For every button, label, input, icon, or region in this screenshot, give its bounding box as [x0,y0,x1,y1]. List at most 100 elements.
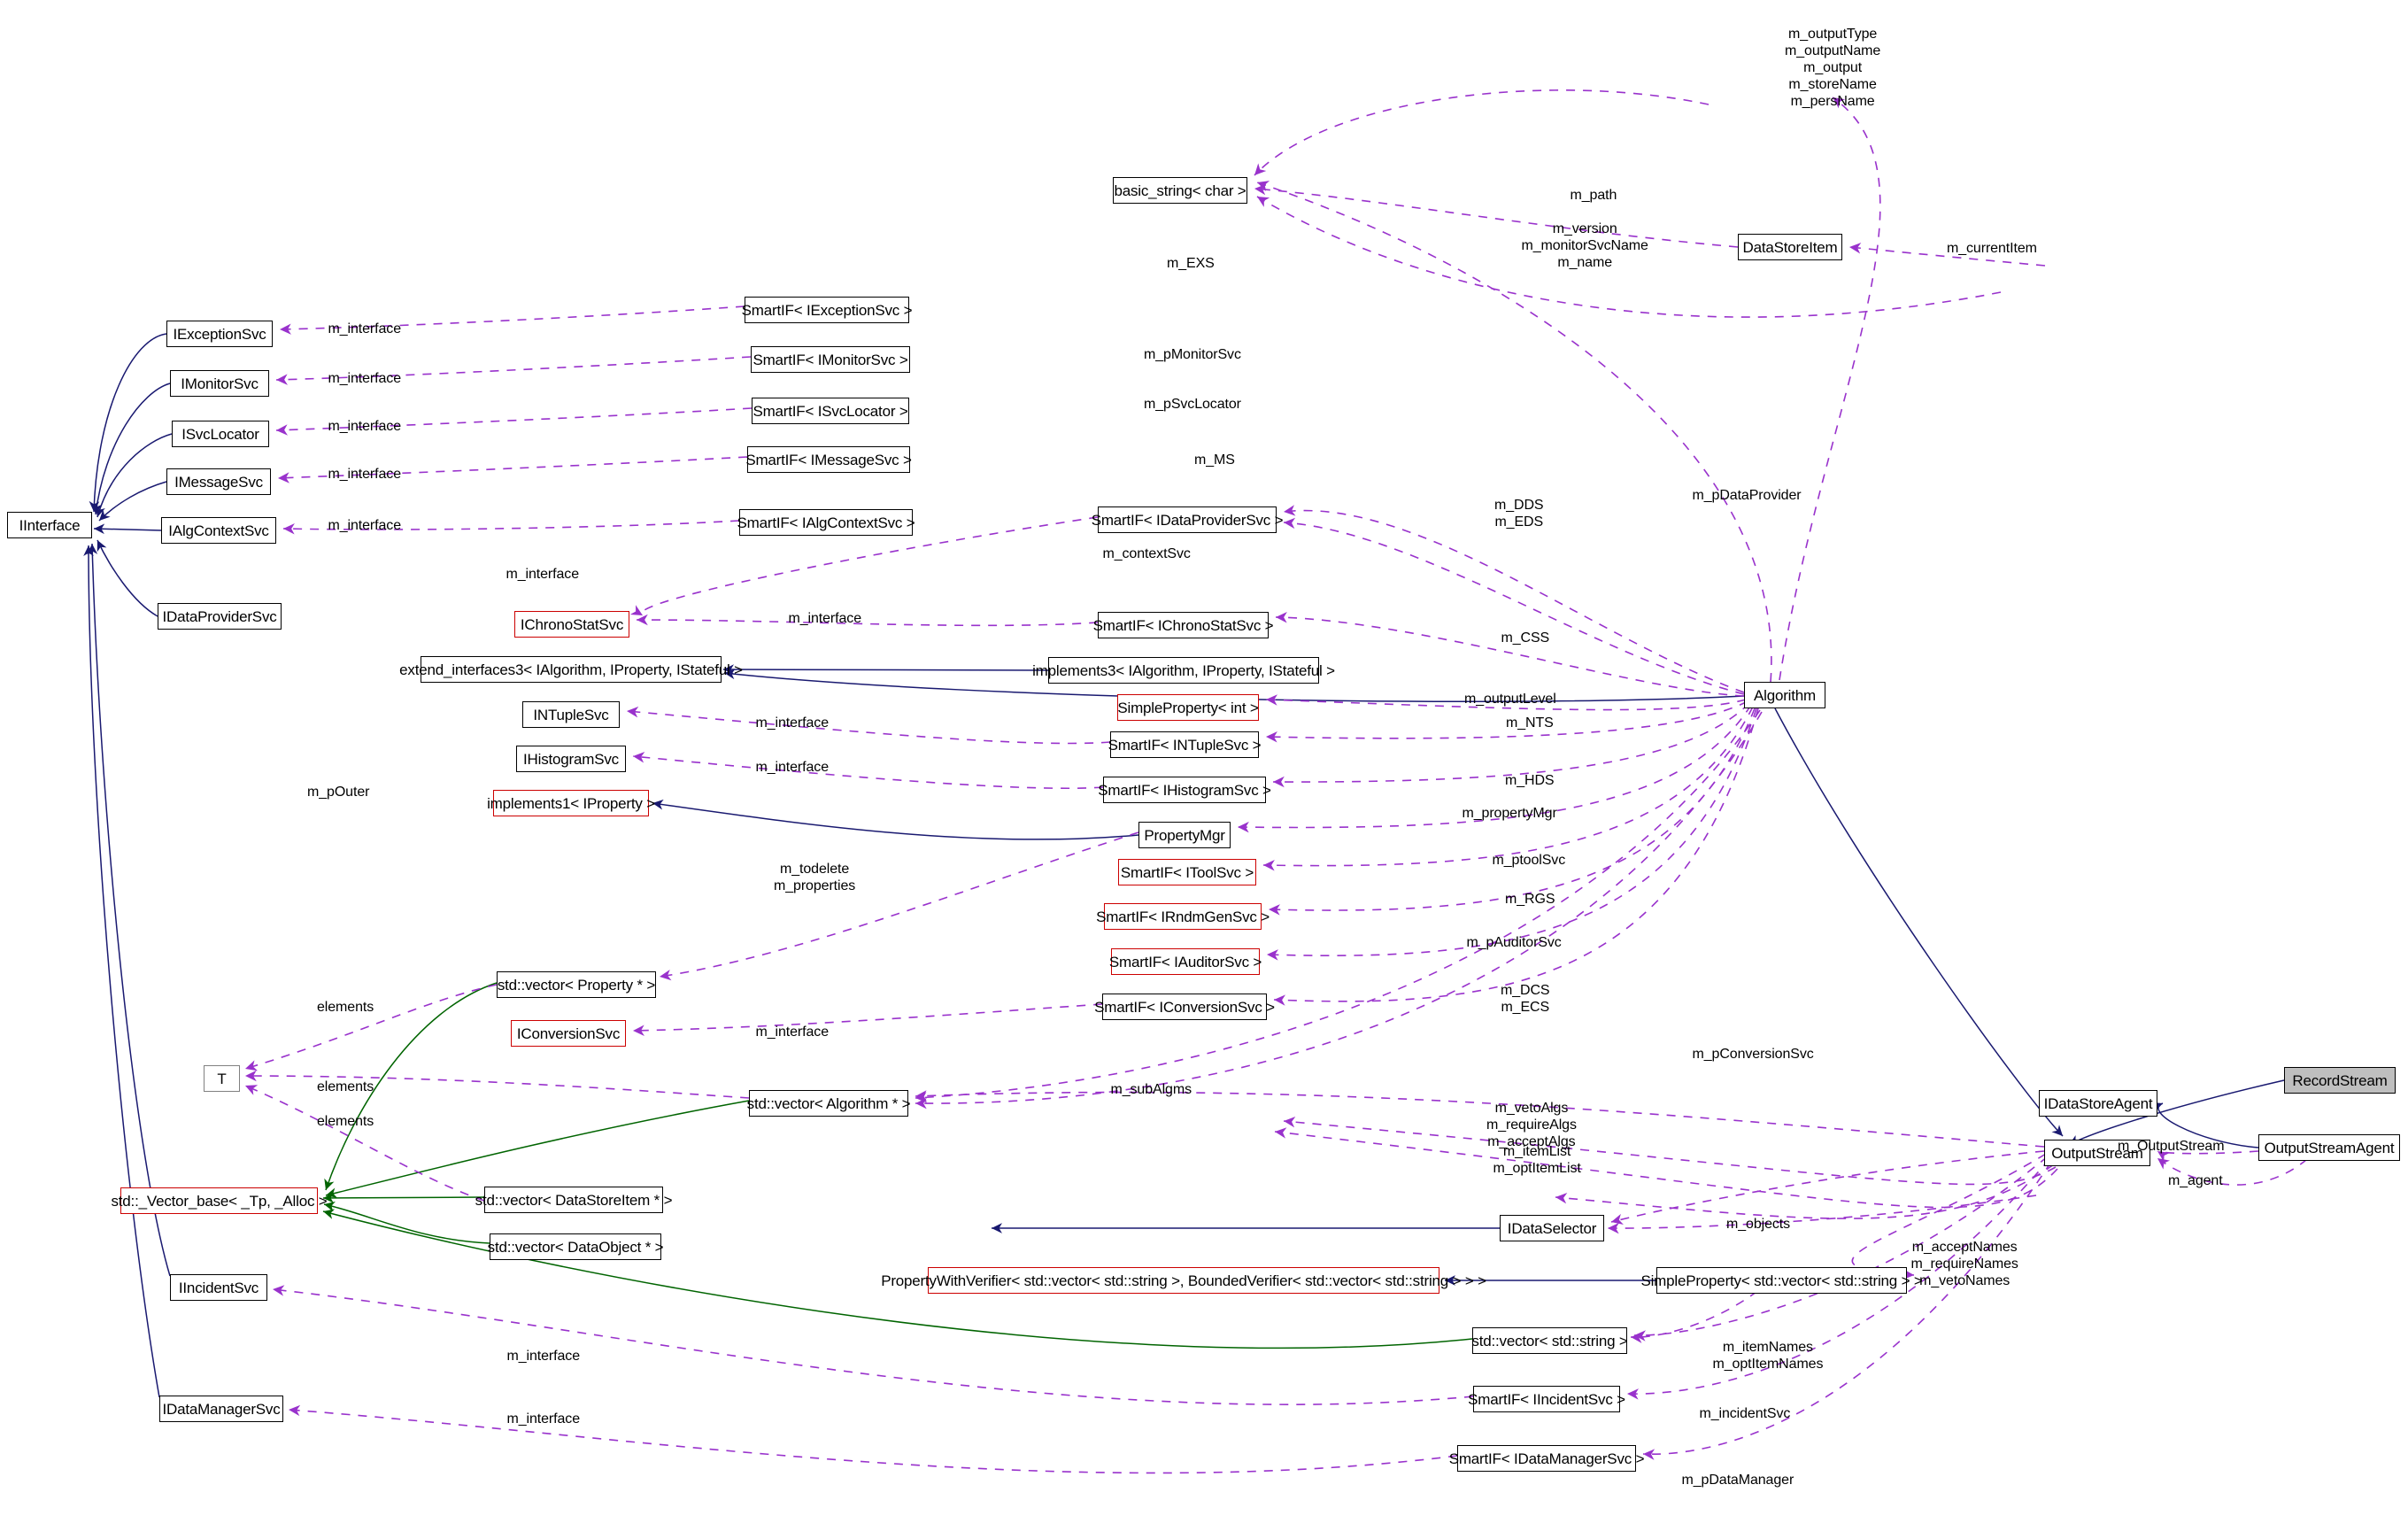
class-node-smartif_message[interactable]: SmartIF< IMessageSvc > [745,446,912,473]
class-node-implements1[interactable]: implements1< IProperty > [487,790,655,816]
edge-label-l-rgs: m_RGS [1505,892,1555,907]
class-node-smartif_monitor[interactable]: SmartIF< IMonitorSvc > [751,346,910,373]
class-node-recordstream[interactable]: RecordStream [2284,1067,2396,1094]
class-node-vector_property[interactable]: std::vector< Property * > [497,971,656,998]
class-node-isvclocator[interactable]: ISvcLocator [172,421,269,447]
edge-label-l-pconversionsvc: m_pConversionSvc [1692,1047,1814,1062]
class-node-smartif_auditor[interactable]: SmartIF< IAuditorSvc > [1109,948,1262,975]
edge-label-l-pmonitorsvc: m_pMonitorSvc [1144,347,1241,362]
edge-label-l-outputlevel: m_outputLevel [1464,692,1556,707]
class-node-intuplesvc[interactable]: INTupleSvc [522,701,620,728]
edge-label-l-interface-2: m_interface [328,371,402,386]
edge-label-l-elements-3: elements [317,1114,374,1129]
edge-label-l-versiongroup: m_version m_monitorSvcName m_name [1521,221,1648,270]
edge-label-l-vetoalgs: m_vetoAlgs m_requireAlgs m_acceptAlgs [1486,1101,1577,1149]
edge-label-l-css: m_CSS [1501,630,1550,646]
edge-label-l-objects: m_objects [1726,1217,1791,1232]
class-node-iconversionsvc[interactable]: IConversionSvc [511,1020,626,1047]
edge-label-l-dds-eds: m_DDS m_EDS [1494,498,1544,530]
class-node-smartif_dataprov[interactable]: SmartIF< IDataProviderSvc > [1092,506,1284,533]
edge-label-l-outputstream: m_OutputStream [2118,1139,2225,1154]
edge-label-l-psvclocator: m_pSvcLocator [1144,397,1241,412]
class-node-algorithm[interactable]: Algorithm [1744,682,1825,708]
class-node-smartif_svcloc[interactable]: SmartIF< ISvcLocator > [752,398,909,424]
class-node-vector_dataobject[interactable]: std::vector< DataObject * > [488,1233,664,1260]
edge-label-l-interface-12: m_interface [506,1411,581,1427]
edge-label-l-interface-4: m_interface [328,467,402,482]
class-node-ichronostatsvc[interactable]: IChronoStatSvc [514,611,629,638]
class-node-vector_algorithm[interactable]: std::vector< Algorithm * > [747,1090,911,1117]
edge-label-l-pouter: m_pOuter [307,785,370,800]
edge-label-l-exs: m_EXS [1167,256,1215,271]
edge-label-l-path: m_path [1570,188,1617,203]
edge-label-l-acceptnames: m_acceptNames m_requireNames m_vetoNames [1910,1240,2018,1288]
class-node-idatastoreagent[interactable]: IDataStoreAgent [2039,1090,2157,1117]
edge-label-l-elements-1: elements [317,1000,374,1015]
edge-label-l-propertymgr: m_propertyMgr [1462,806,1557,821]
class-node-imonitorsvc[interactable]: IMonitorSvc [170,370,269,397]
edge-label-l-interface-11: m_interface [506,1349,581,1364]
class-node-datastoreitem[interactable]: DataStoreItem [1738,234,1842,260]
edge-label-l-outputgroup: m_outputType m_outputName m_output m_storeN… [1785,27,1881,109]
edge-label-l-interface-3: m_interface [328,419,402,434]
edge-label-l-incidentsvc: m_incidentSvc [1699,1406,1791,1421]
class-node-ihistogramsvc[interactable]: IHistogramSvc [516,746,626,772]
class-node-smartif_exception[interactable]: SmartIF< IExceptionSvc > [742,297,913,323]
edge-label-l-agent: m_agent [2168,1173,2223,1188]
edge-label-l-nts: m_NTS [1506,715,1554,731]
class-node-idataprovidersvc[interactable]: IDataProviderSvc [158,603,282,630]
edge-label-l-itemlist: m_itemList m_optItemList [1493,1144,1581,1176]
edge-label-l-dcs-ecs: m_DCS m_ECS [1501,983,1550,1015]
class-node-implements3[interactable]: implements3< IAlgorithm, IProperty, ISta… [1032,657,1335,684]
class-node-outputstreamagent[interactable]: OutputStreamAgent [2258,1134,2400,1161]
class-node-vector_string[interactable]: std::vector< std::string > [1471,1327,1628,1354]
edge-label-l-ms: m_MS [1194,452,1235,468]
class-node-simpleproperty_int[interactable]: SimpleProperty< int > [1117,694,1259,721]
class-node-basic_string[interactable]: basic_string< char > [1113,177,1247,204]
class-node-idataselector[interactable]: IDataSelector [1500,1215,1604,1241]
class-node-smartif_rndm[interactable]: SmartIF< IRndmGenSvc > [1096,903,1270,930]
class-node-extendinterfaces3[interactable]: extend_interfaces3< IAlgorithm, IPropert… [399,656,743,683]
class-node-iinterface[interactable]: IInterface [7,512,92,538]
edge-label-l-subalgms: m_subAlgms [1110,1082,1192,1097]
edge-label-l-elements-2: elements [317,1079,374,1094]
class-node-smartif_conv[interactable]: SmartIF< IConversionSvc > [1094,994,1275,1020]
class-node-ialgcontextsvc[interactable]: IAlgContextSvc [161,517,276,544]
edge-label-l-interface-1: m_interface [328,321,402,336]
class-node-iincidentsvc[interactable]: IIncidentSvc [170,1274,267,1301]
edge-label-l-interface-9: m_interface [755,760,830,775]
class-node-smartif_ntuple[interactable]: SmartIF< INTupleSvc > [1108,731,1262,758]
class-node-propertymgr[interactable]: PropertyMgr [1138,822,1231,848]
edge-label-l-interface-7: m_interface [788,611,862,626]
class-node-outputstream[interactable]: OutputStream [2044,1140,2150,1166]
edge-label-l-interface-10: m_interface [755,1025,830,1040]
class-node-tparam[interactable]: T [204,1065,240,1092]
edge-label-l-interface-8: m_interface [755,715,830,731]
edge-label-l-itemnames: m_itemNames m_optItemNames [1712,1340,1824,1372]
edge-label-l-currentitem: m_currentItem [1947,241,2037,256]
class-node-smartif_chrono[interactable]: SmartIF< IChronoStatSvc > [1093,612,1274,638]
class-node-iexceptionsvc[interactable]: IExceptionSvc [166,321,273,347]
edge-label-l-interface-5: m_interface [328,518,402,533]
edge-label-l-pdatamanager: m_pDataManager [1681,1473,1794,1488]
edge-label-l-interface-6: m_interface [506,567,580,582]
class-node-smartif_tool[interactable]: SmartIF< IToolSvc > [1118,859,1256,885]
class-node-smartif_datamgr[interactable]: SmartIF< IDataManagerSvc > [1449,1445,1645,1472]
class-node-smartif_algctx[interactable]: SmartIF< IAlgContextSvc > [737,509,915,536]
edge-label-l-contextsvc: m_contextSvc [1102,546,1191,561]
class-node-vector_base[interactable]: std::_Vector_base< _Tp, _Alloc > [111,1187,328,1214]
edge-label-l-pauditorsvc: m_pAuditorSvc [1466,935,1562,950]
class-node-vector_datastore[interactable]: std::vector< DataStoreItem * > [475,1187,673,1213]
class-node-smartif_histo[interactable]: SmartIF< IHistogramSvc > [1098,777,1271,803]
edge-label-l-hds: m_HDS [1505,773,1555,788]
class-node-propertywithverif[interactable]: PropertyWithVerifier< std::vector< std::… [881,1267,1486,1294]
class-node-simpleprop_vecstr[interactable]: SimpleProperty< std::vector< std::string… [1640,1267,1923,1294]
edge-label-l-todelete: m_todelete m_properties [774,862,856,893]
class-node-imessagesvc[interactable]: IMessageSvc [166,468,271,495]
edge-label-l-ptoolsvc: m_ptoolSvc [1492,853,1566,868]
class-node-smartif_incident[interactable]: SmartIF< IIncidentSvc > [1468,1386,1625,1412]
class-node-idatamanagersvc[interactable]: IDataManagerSvc [159,1396,283,1422]
edge-label-l-pdataprovider: m_pDataProvider [1692,488,1802,503]
